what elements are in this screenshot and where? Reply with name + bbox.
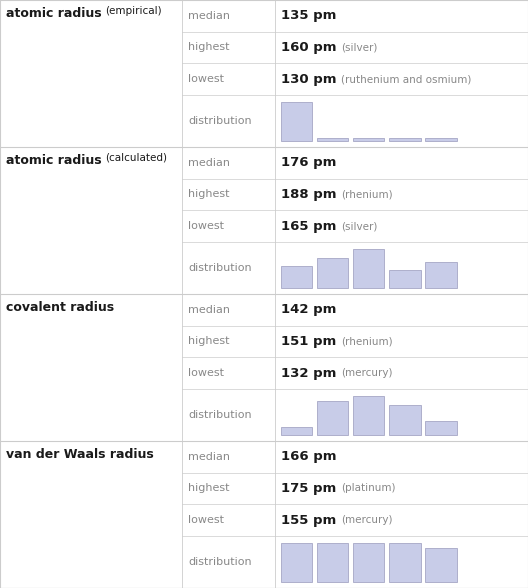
Bar	[389, 405, 420, 435]
Text: distribution: distribution	[188, 116, 252, 126]
Text: 135 pm: 135 pm	[281, 9, 336, 22]
Text: (rhenium): (rhenium)	[342, 189, 393, 199]
Bar	[353, 249, 384, 288]
Text: 165 pm: 165 pm	[281, 219, 336, 232]
Bar	[281, 266, 312, 288]
Text: (silver): (silver)	[342, 42, 378, 52]
Bar	[353, 138, 384, 141]
Text: highest: highest	[188, 189, 230, 199]
Text: highest: highest	[188, 483, 230, 493]
Text: (mercury): (mercury)	[341, 368, 393, 378]
Text: 155 pm: 155 pm	[281, 513, 336, 526]
Text: lowest: lowest	[188, 74, 224, 84]
Text: (platinum): (platinum)	[341, 483, 395, 493]
Text: 160 pm: 160 pm	[281, 41, 336, 54]
Bar	[317, 543, 348, 582]
Text: 142 pm: 142 pm	[281, 303, 336, 316]
Bar	[426, 549, 457, 582]
Bar	[389, 543, 420, 582]
Bar	[317, 258, 348, 288]
Text: (silver): (silver)	[341, 221, 378, 231]
Text: (ruthenium and osmium): (ruthenium and osmium)	[342, 74, 472, 84]
Text: (rhenium): (rhenium)	[341, 336, 393, 346]
Text: 175 pm: 175 pm	[281, 482, 336, 495]
Text: median: median	[188, 158, 231, 168]
Text: lowest: lowest	[188, 515, 224, 525]
Text: distribution: distribution	[188, 557, 252, 567]
Text: median: median	[188, 305, 231, 315]
Text: 166 pm: 166 pm	[281, 450, 336, 463]
Bar	[426, 138, 457, 141]
Text: 132 pm: 132 pm	[281, 366, 336, 379]
Text: lowest: lowest	[188, 368, 224, 378]
Text: distribution: distribution	[188, 263, 252, 273]
Bar	[281, 427, 312, 435]
Text: atomic radius: atomic radius	[6, 7, 102, 20]
Text: 130 pm: 130 pm	[281, 72, 336, 85]
Bar	[317, 138, 348, 141]
Bar	[389, 270, 420, 288]
Bar	[426, 262, 457, 288]
Bar	[317, 402, 348, 435]
Text: (mercury): (mercury)	[341, 515, 393, 525]
Text: lowest: lowest	[188, 221, 224, 231]
Bar	[353, 396, 384, 435]
Bar	[281, 543, 312, 582]
Bar	[426, 421, 457, 435]
Text: median: median	[188, 11, 231, 21]
Text: (empirical): (empirical)	[105, 6, 162, 16]
Text: 176 pm: 176 pm	[281, 156, 336, 169]
Text: van der Waals radius: van der Waals radius	[6, 448, 154, 461]
Bar	[353, 543, 384, 582]
Text: atomic radius: atomic radius	[6, 154, 102, 167]
Text: highest: highest	[188, 42, 230, 52]
Text: median: median	[188, 452, 231, 462]
Text: 188 pm: 188 pm	[281, 188, 336, 201]
Bar	[281, 102, 312, 141]
Text: covalent radius: covalent radius	[6, 301, 115, 314]
Text: distribution: distribution	[188, 410, 252, 420]
Bar	[389, 138, 420, 141]
Text: 151 pm: 151 pm	[281, 335, 336, 348]
Text: highest: highest	[188, 336, 230, 346]
Text: (calculated): (calculated)	[105, 153, 167, 163]
